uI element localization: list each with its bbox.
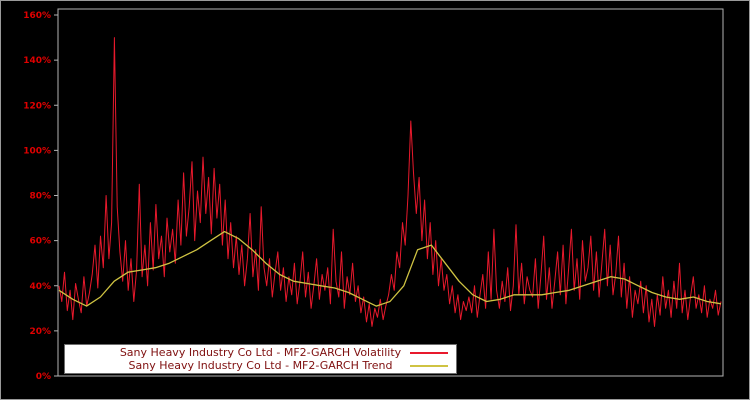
- y-axis-tick-label: 100%: [23, 146, 51, 156]
- y-axis-tick-label: 0%: [36, 372, 51, 382]
- y-axis-tick-label: 60%: [29, 237, 51, 247]
- legend-label-volatility: Sany Heavy Industry Co Ltd - MF2-GARCH V…: [119, 346, 402, 359]
- legend-line-sample-trend: [410, 365, 448, 367]
- y-axis-tick-label: 20%: [29, 327, 51, 337]
- legend-entry-trend: Sany Heavy Industry Co Ltd - MF2-GARCH T…: [68, 359, 453, 372]
- y-axis-tick-label: 120%: [23, 101, 51, 111]
- legend-line-sample-volatility: [410, 352, 448, 354]
- legend: Sany Heavy Industry Co Ltd - MF2-GARCH V…: [64, 344, 457, 374]
- legend-entry-volatility: Sany Heavy Industry Co Ltd - MF2-GARCH V…: [68, 346, 453, 359]
- legend-label-trend: Sany Heavy Industry Co Ltd - MF2-GARCH T…: [128, 359, 393, 372]
- volatility-line: [58, 37, 722, 327]
- plot-border: [57, 8, 724, 377]
- y-axis-tick-label: 80%: [29, 192, 51, 202]
- y-axis-tick-label: 160%: [23, 11, 51, 21]
- y-axis-tick-label: 40%: [29, 282, 51, 292]
- y-axis-tick-label: 140%: [23, 56, 51, 66]
- trend-line: [58, 230, 722, 307]
